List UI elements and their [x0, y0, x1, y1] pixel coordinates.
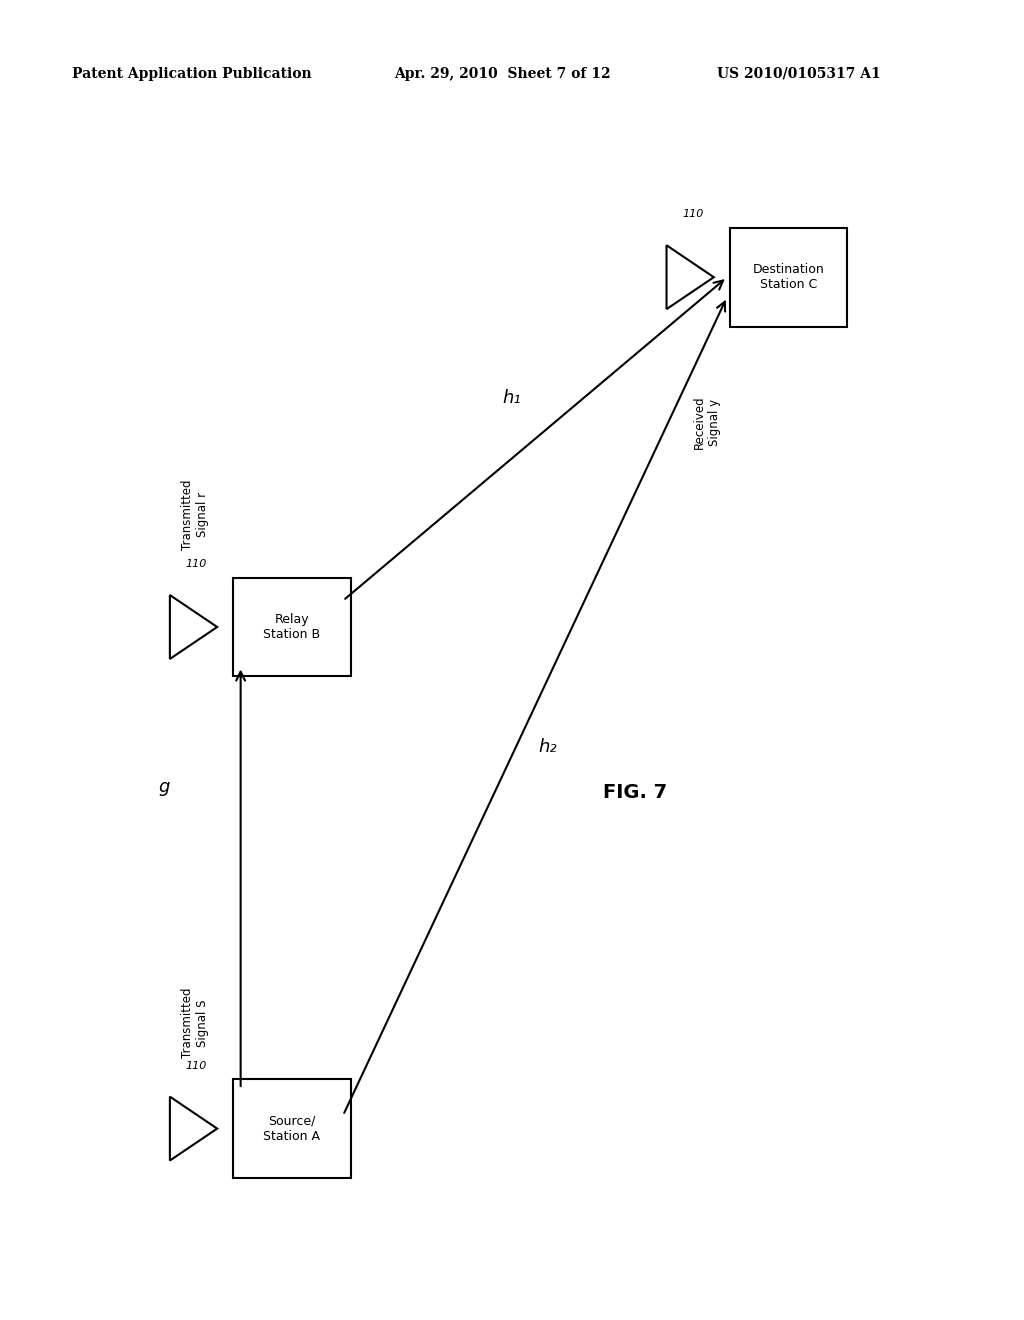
Text: Source/
Station A: Source/ Station A	[263, 1114, 321, 1143]
Text: 110: 110	[682, 209, 703, 219]
Text: Relay
Station B: Relay Station B	[263, 612, 321, 642]
Text: US 2010/0105317 A1: US 2010/0105317 A1	[717, 67, 881, 81]
Text: h₂: h₂	[539, 738, 557, 756]
Text: Patent Application Publication: Patent Application Publication	[72, 67, 311, 81]
FancyBboxPatch shape	[232, 1080, 350, 1179]
FancyBboxPatch shape	[729, 227, 848, 326]
Text: Transmitted
Signal r: Transmitted Signal r	[180, 479, 209, 550]
Text: 110: 110	[185, 1060, 207, 1071]
Text: Destination
Station C: Destination Station C	[753, 263, 824, 292]
Text: 110: 110	[185, 558, 207, 569]
Text: FIG. 7: FIG. 7	[603, 783, 667, 801]
Text: h₁: h₁	[503, 388, 521, 407]
Text: Transmitted
Signal S: Transmitted Signal S	[180, 987, 209, 1059]
Text: g: g	[158, 777, 170, 796]
Text: Received
Signal y: Received Signal y	[692, 396, 721, 449]
FancyBboxPatch shape	[232, 578, 350, 676]
Text: Apr. 29, 2010  Sheet 7 of 12: Apr. 29, 2010 Sheet 7 of 12	[394, 67, 611, 81]
